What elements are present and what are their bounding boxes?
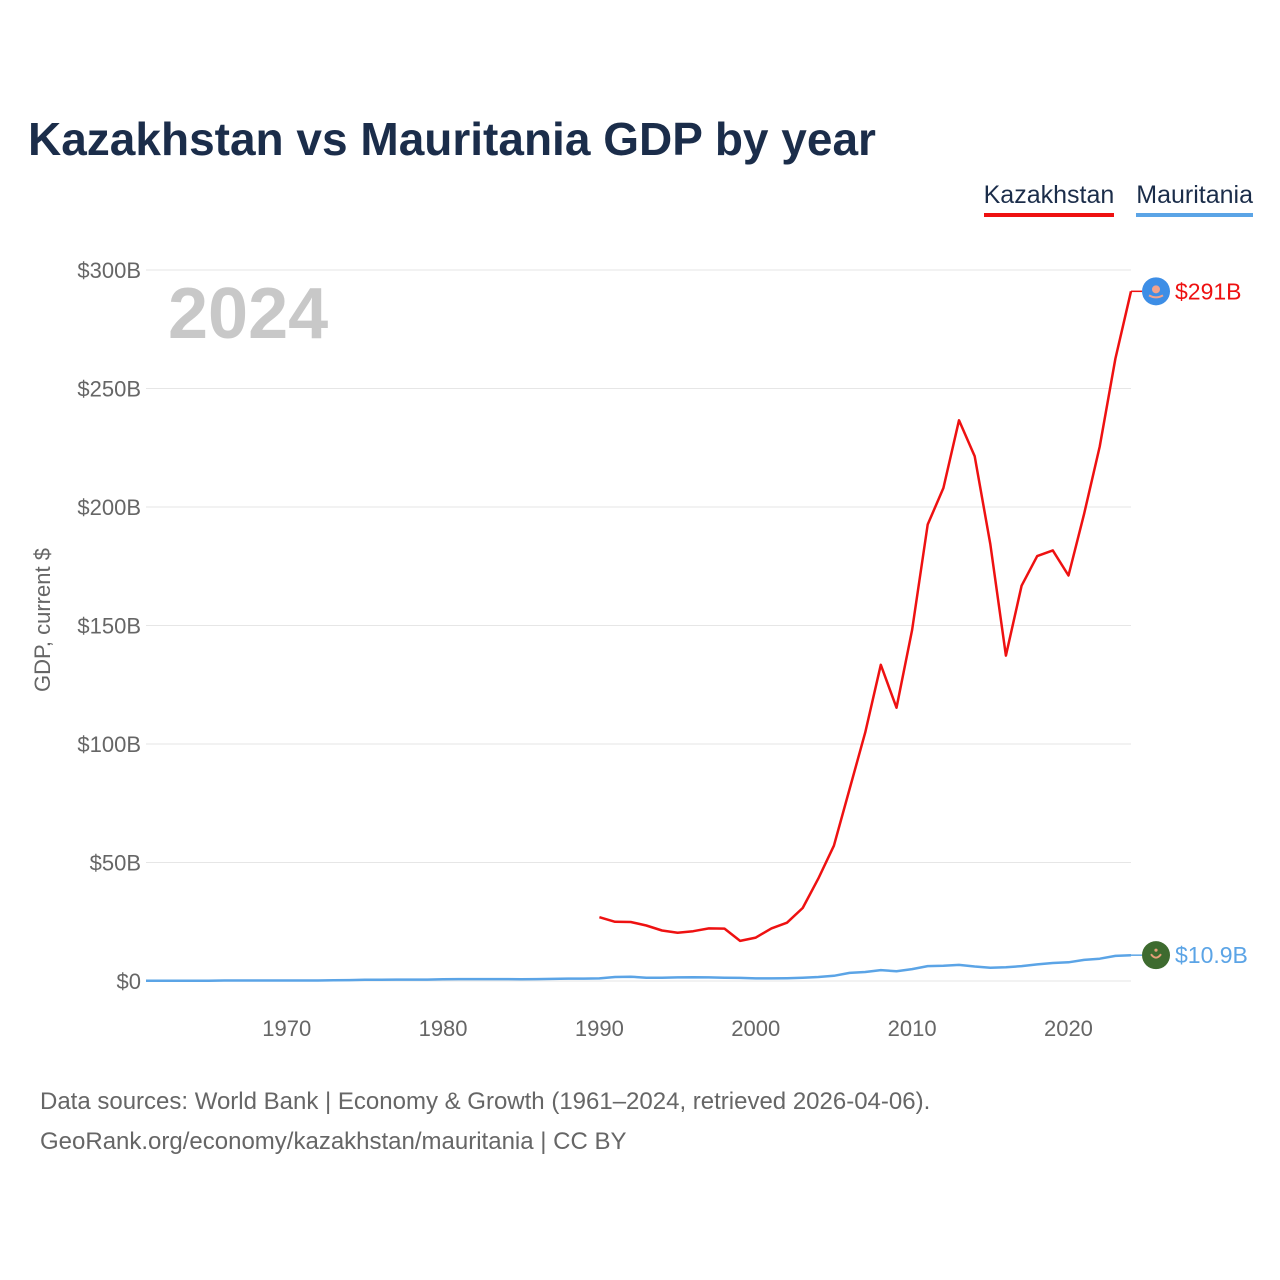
y-axis: $0 $50B $100B $150B $200B $250B $300B bbox=[77, 258, 141, 994]
end-value-label-kazakhstan: $291B bbox=[1175, 278, 1242, 304]
attribution-link[interactable]: GeoRank.org/economy/kazakhstan/mauritani… bbox=[40, 1128, 627, 1155]
chart-title: Kazakhstan vs Mauritania GDP by year bbox=[28, 113, 876, 165]
footer: Data sources: World Bank | Economy & Gro… bbox=[40, 1082, 930, 1162]
y-tick-label: $0 bbox=[117, 969, 141, 994]
y-axis-label: GDP, current $ bbox=[30, 548, 55, 692]
legend-item-kazakhstan[interactable]: Kazakhstan bbox=[983, 181, 1115, 217]
x-tick-label: 2010 bbox=[888, 1016, 937, 1041]
mauritania-flag-icon bbox=[1142, 941, 1170, 970]
y-tick-label: $250B bbox=[77, 377, 141, 402]
flag-crescent-icon bbox=[1150, 953, 1162, 959]
legend: Kazakhstan Mauritania bbox=[983, 181, 1253, 217]
current-year-watermark: 2024 bbox=[168, 274, 328, 354]
x-tick-label: 2000 bbox=[731, 1016, 780, 1041]
flag-eagle-icon bbox=[1148, 294, 1164, 299]
y-tick-label: $50B bbox=[90, 851, 141, 876]
series-end-markers: $291B $10.9B bbox=[1131, 277, 1248, 970]
flag-sun-icon bbox=[1152, 285, 1160, 294]
x-tick-label: 1970 bbox=[262, 1016, 311, 1041]
x-tick-label: 2020 bbox=[1044, 1016, 1093, 1041]
data-source-note: Data sources: World Bank | Economy & Gro… bbox=[40, 1088, 931, 1115]
legend-item-mauritania[interactable]: Mauritania bbox=[1136, 181, 1253, 217]
y-tick-label: $200B bbox=[77, 495, 141, 520]
grid bbox=[146, 269, 1131, 982]
flag-star-icon bbox=[1154, 948, 1158, 952]
series-line-mauritania bbox=[146, 953, 1132, 983]
end-value-label-mauritania: $10.9B bbox=[1175, 942, 1248, 968]
x-tick-label: 1980 bbox=[419, 1016, 468, 1041]
y-tick-label: $150B bbox=[77, 614, 141, 639]
series-line-kazakhstan bbox=[599, 291, 1133, 943]
x-tick-label: 1990 bbox=[575, 1016, 624, 1041]
y-tick-label: $300B bbox=[77, 258, 141, 283]
x-axis: 1970 1980 1990 2000 2010 2020 bbox=[262, 1016, 1093, 1041]
y-tick-label: $100B bbox=[77, 732, 141, 757]
series-lines bbox=[146, 291, 1133, 983]
